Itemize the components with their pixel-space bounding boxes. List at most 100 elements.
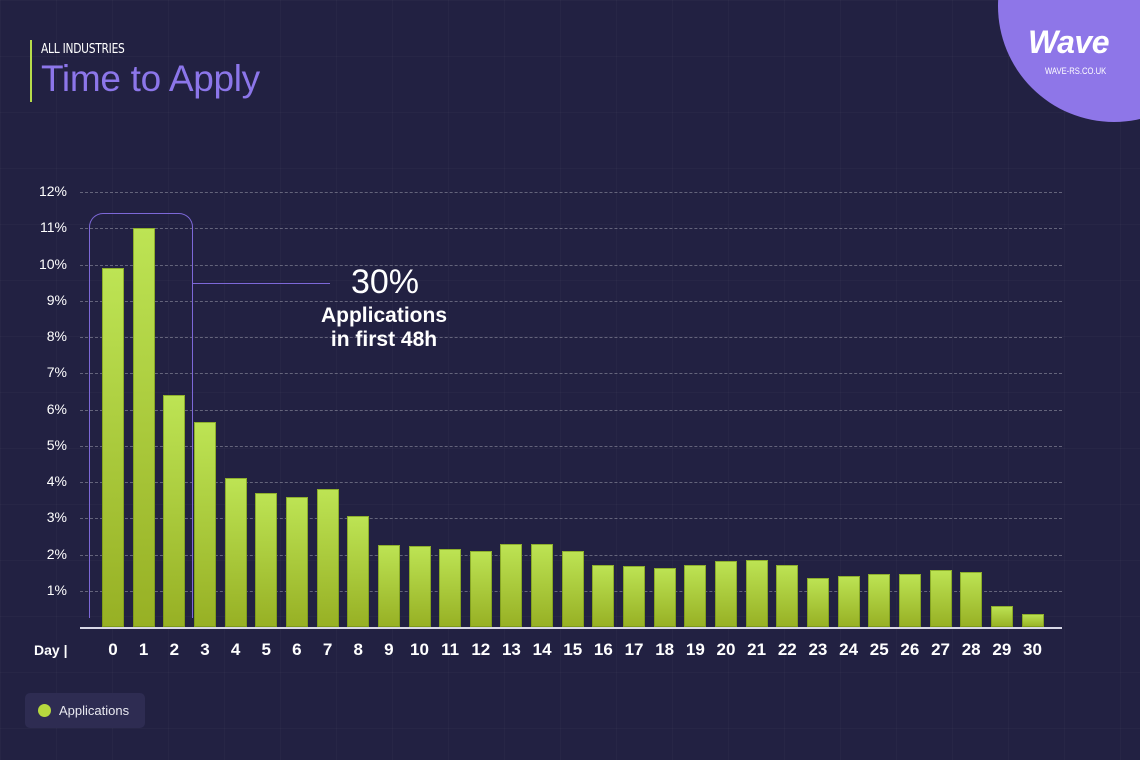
- x-tick-label: 14: [532, 640, 552, 659]
- legend-dot-icon: [38, 704, 51, 717]
- bar-day-13: [500, 543, 523, 627]
- x-tick-label: 16: [593, 640, 613, 659]
- bar-day-30: [1021, 614, 1044, 627]
- bar-day-5: [255, 492, 278, 627]
- x-tick-label: 3: [200, 640, 210, 659]
- bar-day-2: [163, 395, 186, 627]
- gridline: [80, 337, 1062, 338]
- bar-day-0: [102, 268, 124, 627]
- legend: Applications: [25, 693, 145, 728]
- x-tick-label: 23: [808, 640, 828, 659]
- annotation-connector: [192, 283, 330, 284]
- chart-title: Time to Apply: [41, 58, 260, 99]
- gridline: [80, 300, 1062, 302]
- gridline: [80, 192, 1062, 193]
- gridline: [80, 373, 1062, 375]
- x-tick-label: 24: [839, 640, 859, 659]
- x-axis-line: [80, 627, 1062, 629]
- bar-day-16: [592, 565, 615, 627]
- x-tick-label: 13: [501, 640, 521, 659]
- annotation-line1: Applications: [320, 304, 447, 327]
- x-tick-label: 18: [655, 640, 675, 659]
- wave-logo: Wave: [1028, 24, 1110, 60]
- bar-day-29: [990, 606, 1013, 627]
- bar-day-10: [408, 546, 431, 627]
- x-tick-label: 11: [441, 640, 460, 659]
- x-tick-label: 2: [169, 640, 180, 659]
- x-axis-label: Day |: [34, 642, 68, 658]
- y-tick-label: 8%: [46, 328, 67, 344]
- y-tick-label: 7%: [46, 364, 67, 381]
- bar-day-28: [960, 571, 983, 627]
- bar-day-1: [132, 228, 155, 627]
- x-tick-label: 22: [777, 640, 797, 659]
- x-tick-label: 4: [230, 640, 241, 659]
- bar-day-26: [898, 573, 921, 627]
- gridline: [80, 482, 1062, 483]
- gridline: [80, 228, 1062, 230]
- x-tick-label: 30: [1023, 640, 1042, 659]
- x-tick-label: 27: [931, 640, 950, 659]
- gridline: [80, 445, 1062, 447]
- chart-subtitle: ALL INDUSTRIES: [41, 42, 125, 57]
- y-tick-label: 10%: [38, 255, 67, 272]
- chart-header: ALL INDUSTRIES Time to Apply: [30, 40, 260, 102]
- x-tick-label: 8: [353, 640, 363, 659]
- annotation-text: Applications in first 48h: [290, 304, 478, 352]
- bar-day-3: [193, 422, 216, 627]
- x-tick-label: 9: [384, 640, 394, 659]
- x-tick-label: 29: [992, 640, 1012, 659]
- first-48h-bracket: [89, 213, 193, 618]
- y-tick-label: 2%: [46, 545, 67, 562]
- bar-day-25: [868, 574, 891, 627]
- x-tick-label: 0: [108, 640, 118, 659]
- logo-url: WAVE-RS.CO.UK: [1045, 66, 1107, 76]
- y-tick-label: 5%: [46, 436, 67, 453]
- y-tick-label: 12%: [38, 183, 67, 199]
- bar-day-6: [285, 496, 308, 627]
- gridline: [80, 518, 1062, 520]
- gridline: [80, 409, 1062, 411]
- gridline: [80, 264, 1062, 266]
- x-tick-label: 15: [563, 640, 583, 659]
- bar-day-4: [224, 478, 247, 627]
- annotation-line2: in first 48h: [330, 328, 438, 351]
- x-tick-label: 5: [261, 640, 271, 659]
- legend-label: Applications: [59, 703, 130, 718]
- x-tick-label: 20: [716, 640, 736, 659]
- bar-day-22: [776, 565, 799, 627]
- bar-day-12: [469, 550, 492, 627]
- bar-day-21: [745, 559, 768, 627]
- x-tick-label: 17: [624, 640, 644, 659]
- bar-day-9: [377, 545, 400, 627]
- x-tick-label: 10: [410, 640, 429, 659]
- bar-day-23: [806, 578, 829, 627]
- y-tick-label: 9%: [46, 291, 67, 308]
- bar-day-27: [929, 570, 952, 627]
- bar-day-8: [347, 516, 370, 627]
- bar-day-15: [561, 550, 584, 627]
- bar-day-14: [531, 543, 554, 627]
- x-tick-label: 19: [685, 640, 705, 659]
- bar-day-7: [316, 489, 339, 627]
- x-tick-label: 26: [900, 640, 920, 659]
- y-tick-label: 6%: [46, 400, 67, 417]
- x-tick-label: 25: [869, 640, 889, 659]
- y-tick-label: 1%: [46, 581, 67, 598]
- x-tick-label: 6: [292, 640, 302, 659]
- x-tick-label: 1: [138, 640, 149, 659]
- x-tick-label: 21: [747, 640, 767, 659]
- bar-day-11: [439, 549, 462, 627]
- annotation-value: 30%: [350, 263, 420, 301]
- bar-day-19: [684, 565, 707, 627]
- bar-day-18: [653, 567, 676, 627]
- bar-day-17: [623, 566, 646, 627]
- bar-day-24: [837, 576, 860, 627]
- y-tick-label: 3%: [46, 509, 67, 526]
- x-tick-label: 28: [961, 640, 981, 659]
- x-tick-label: 12: [471, 640, 491, 659]
- y-tick-label: 11%: [40, 219, 67, 236]
- x-tick-label: 7: [322, 640, 333, 659]
- bar-day-20: [715, 561, 737, 627]
